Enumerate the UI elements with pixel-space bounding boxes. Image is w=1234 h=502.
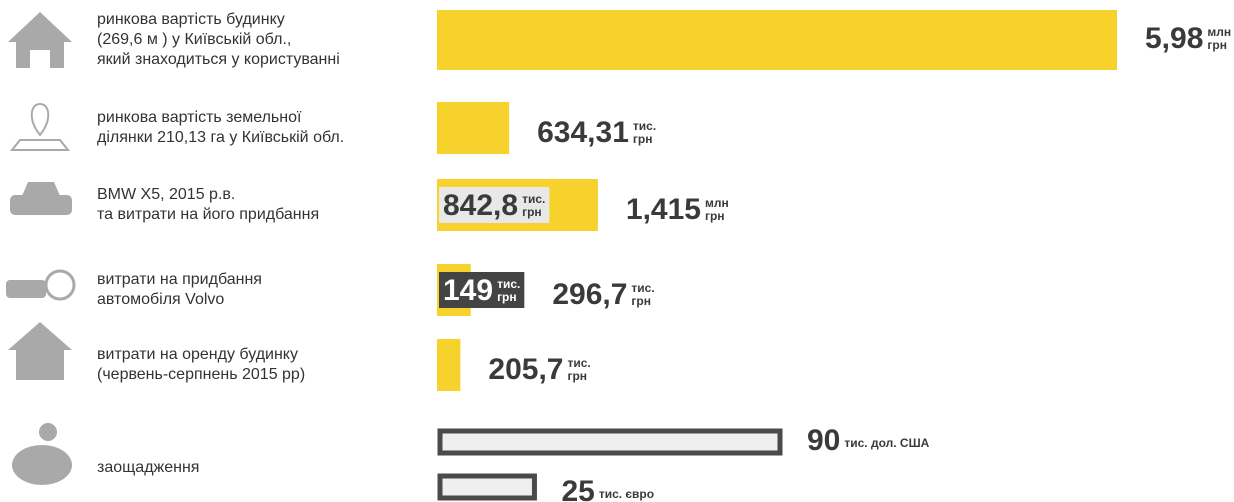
- unit-label: грн: [497, 290, 517, 304]
- unit-label: тис.: [497, 277, 520, 291]
- inner-bar: [439, 187, 535, 223]
- row-label: заощадження: [97, 459, 199, 476]
- unit-label: тис.: [633, 119, 656, 133]
- unit-label: грн: [1207, 38, 1227, 52]
- coin-icon: [44, 269, 76, 301]
- unit-label: тис.: [631, 281, 654, 295]
- value-label: 634,31: [537, 116, 629, 149]
- unit-label: грн: [567, 369, 587, 383]
- value-label: 296,7: [552, 278, 627, 311]
- unit-label: грн: [522, 205, 542, 219]
- value-label: 5,98: [1145, 22, 1203, 55]
- unit-label: млн: [1207, 25, 1231, 39]
- unit-label: грн: [705, 209, 725, 223]
- house-coin-icon: [8, 322, 72, 380]
- bar: [437, 10, 1117, 70]
- unit-label: тис. дол. США: [844, 436, 929, 450]
- unit-label: тис.: [522, 192, 545, 206]
- row-label: та витрати на його придбання: [97, 206, 319, 223]
- unit-label: тис. євро: [599, 487, 654, 501]
- value-label: 842,8: [443, 189, 518, 222]
- car-coin-icon: [6, 280, 46, 298]
- unit-label: грн: [633, 132, 653, 146]
- unit-label: тис.: [567, 356, 590, 370]
- row-label: витрати на оренду будинку: [97, 346, 298, 363]
- row-label: (269,6 м ) у Київській обл.,: [97, 31, 291, 48]
- value-label: 1,415: [626, 193, 701, 226]
- row-label: (червень-серпнень 2015 рр): [97, 366, 305, 383]
- row-label: ринкова вартість будинку: [97, 11, 285, 28]
- bar: [437, 339, 461, 391]
- house-icon: [8, 12, 72, 68]
- row-label: автомобіля Volvo: [97, 291, 224, 308]
- row-label: BMW X5, 2015 р.в.: [97, 186, 235, 203]
- car-icon: [10, 195, 72, 215]
- value-label: 149: [443, 274, 493, 307]
- unit-label: грн: [631, 294, 651, 308]
- bar: [437, 428, 783, 456]
- row-label: витрати на придбання: [97, 271, 262, 288]
- piggy-coin: [39, 423, 57, 441]
- map-pin-icon: [9, 102, 71, 151]
- bar: [437, 102, 510, 154]
- row-label: ринкова вартість земельної: [97, 109, 302, 126]
- piggy-icon: [12, 445, 72, 485]
- unit-label: млн: [705, 196, 729, 210]
- car-roof: [22, 182, 60, 196]
- icons: [6, 12, 76, 485]
- value-label: 90: [807, 424, 840, 457]
- inner-bar: [439, 272, 456, 308]
- value-label: 25: [561, 475, 594, 502]
- row-label: ділянки 210,13 га у Київській обл.: [97, 129, 344, 146]
- row-label: який знаходиться у користуванні: [97, 51, 340, 68]
- bar: [437, 473, 537, 501]
- value-label: 205,7: [488, 353, 563, 386]
